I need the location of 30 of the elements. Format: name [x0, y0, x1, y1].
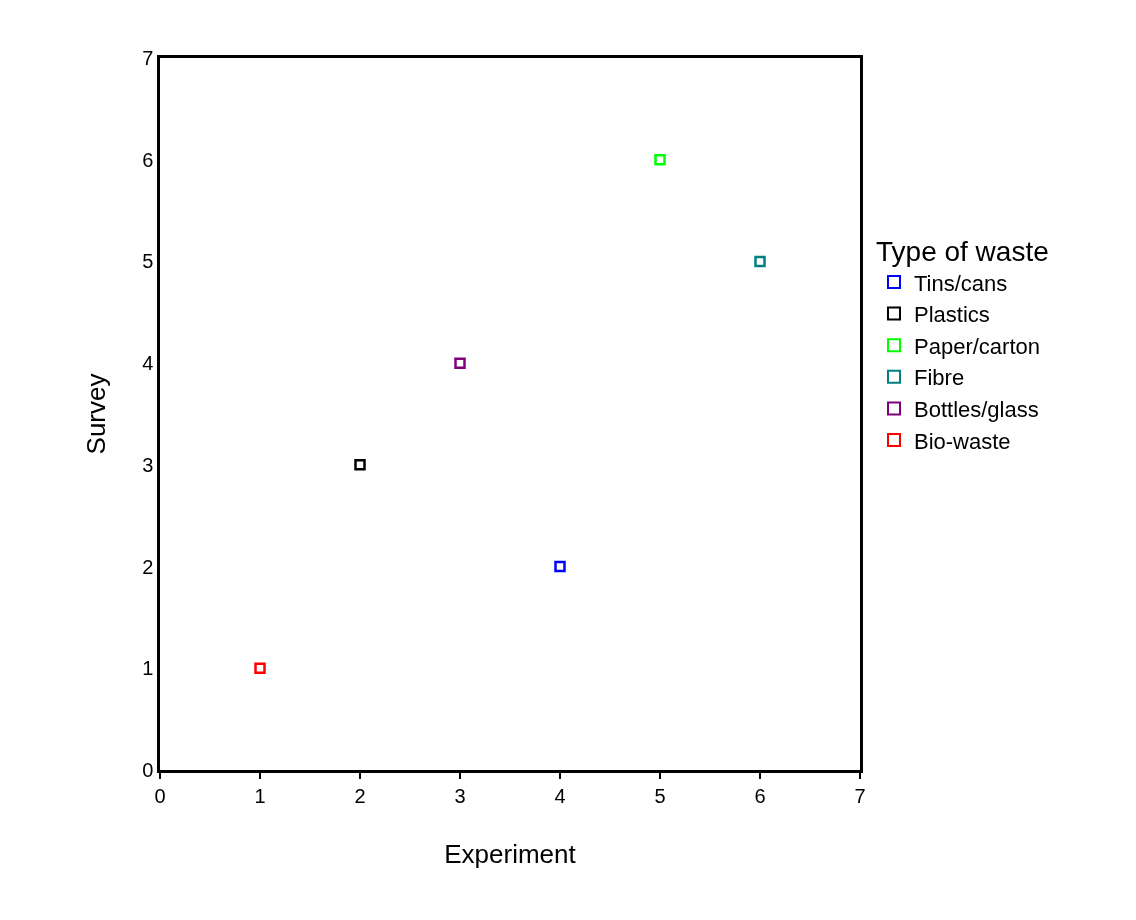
legend-label: Plastics — [914, 302, 990, 328]
x-tick-label: 6 — [754, 784, 766, 807]
x-tick-label: 1 — [254, 784, 266, 807]
point — [254, 662, 266, 675]
legend-label: Bio-waste — [914, 428, 1011, 454]
y-tick-label: 7 — [142, 47, 154, 69]
x-tick-label: 4 — [554, 784, 566, 807]
x-tick-label: 5 — [654, 784, 666, 807]
y-tick-label: 5 — [142, 250, 154, 273]
legend-label: Tins/cans — [914, 270, 1008, 296]
legend-label: Fibre — [914, 365, 965, 391]
point — [554, 560, 566, 573]
point — [354, 459, 366, 471]
y-axis-title: Survey — [80, 373, 111, 455]
x-axis-title: Experiment — [444, 839, 577, 870]
y-tick-label: 0 — [142, 759, 154, 781]
point — [654, 153, 666, 166]
point — [454, 357, 466, 369]
y-tick-label: 2 — [142, 555, 154, 578]
legend-label: Bottles/glass — [914, 396, 1039, 422]
legend-label: Paper/carton — [914, 333, 1040, 359]
y-tick-label: 6 — [142, 148, 154, 171]
x-tick-label: 3 — [454, 784, 466, 807]
legend-title: Type of waste — [876, 236, 1049, 268]
x-tick-label: 2 — [354, 784, 366, 807]
x-tick-label: 7 — [854, 784, 866, 807]
y-tick-label: 4 — [142, 352, 154, 375]
y-tick-label: 3 — [142, 453, 154, 476]
y-tick-label: 1 — [142, 657, 154, 680]
point — [754, 255, 766, 268]
